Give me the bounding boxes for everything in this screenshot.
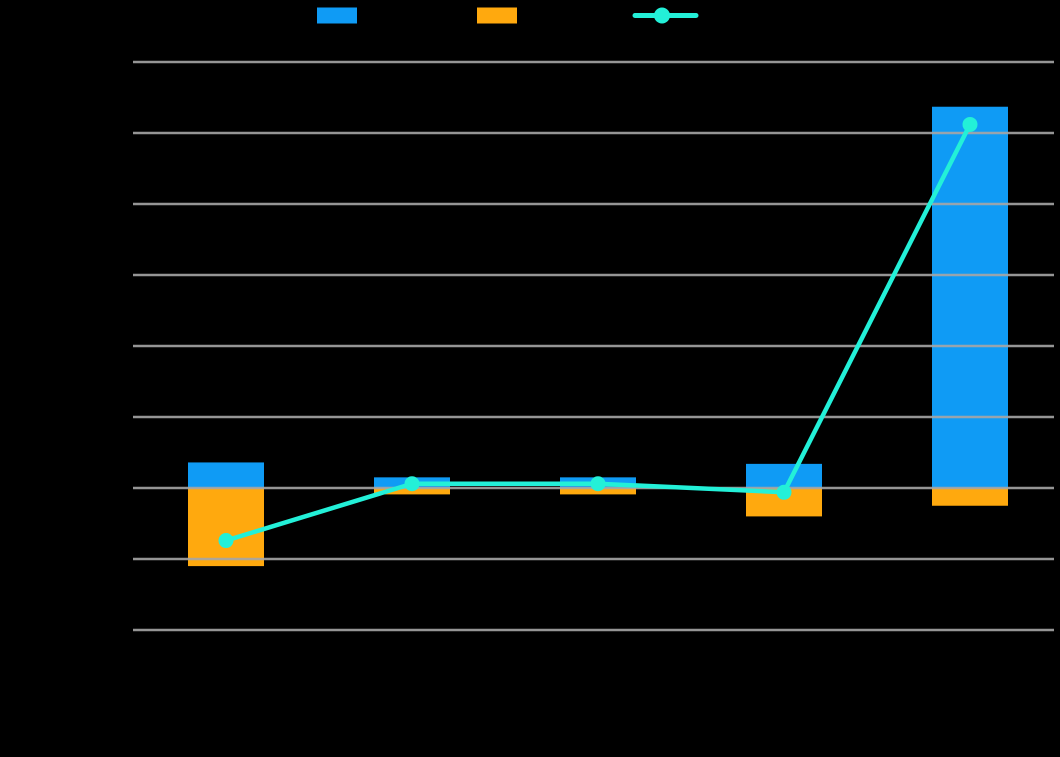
- net-line-marker-3: [590, 476, 606, 492]
- positive-bar-4: [746, 463, 822, 488]
- net-line-marker-5: [962, 116, 978, 132]
- positive-bar-1: [188, 462, 264, 488]
- net-line-marker-1: [218, 533, 234, 549]
- positive-bar-5: [932, 106, 1008, 488]
- net-line-marker-4: [776, 484, 792, 500]
- legend-swatch-positive-bars: [317, 7, 357, 24]
- negative-bar-1: [188, 488, 264, 567]
- legend-marker-net: [654, 7, 670, 24]
- legend-swatch-negative-bars: [477, 7, 517, 24]
- net-line-marker-2: [404, 476, 420, 492]
- negative-bar-5: [932, 488, 1008, 506]
